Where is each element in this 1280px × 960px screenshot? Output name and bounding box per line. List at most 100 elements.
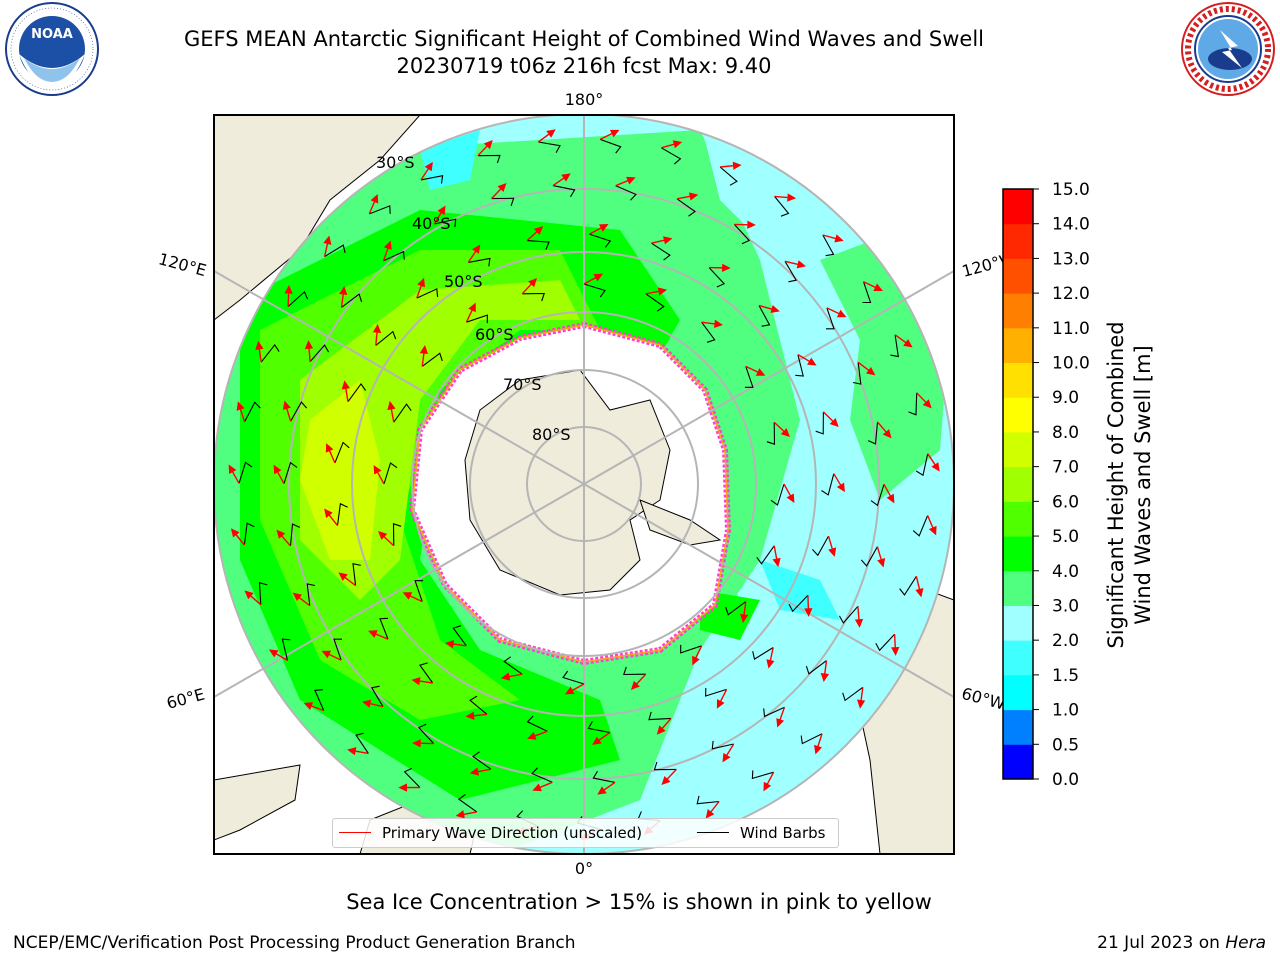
wind-barb [744, 366, 754, 388]
wind-barb [912, 515, 929, 537]
wave-direction-arrow [445, 639, 467, 649]
wave-direction-arrow [776, 706, 786, 728]
footer-credit: NCEP/EMC/Verification Post Processing Pr… [13, 933, 576, 953]
wind-barb [915, 453, 929, 477]
wind-barb [860, 546, 878, 567]
wave-direction-arrow [709, 263, 731, 273]
wind-barb [811, 535, 829, 557]
wind-barb [661, 147, 682, 165]
wave-direction-arrow [701, 319, 723, 329]
footer-date: 21 Jul 2023 on Hera [1097, 933, 1266, 953]
wave-direction-arrow [526, 226, 544, 242]
wind-barb [766, 422, 776, 445]
wave-direction-arrow [692, 645, 703, 666]
colorbar-tick-label: 5.0 [1052, 527, 1079, 547]
wave-direction-arrow [822, 234, 844, 243]
wave-direction-arrow [411, 676, 433, 686]
wind-barb [309, 344, 330, 363]
wind-barb [890, 334, 899, 358]
wind-barb [314, 689, 325, 711]
wind-barb [680, 644, 702, 654]
wave-direction-arrow [341, 380, 350, 402]
wind-barb [419, 662, 434, 684]
wave-direction-arrow [716, 689, 728, 709]
wave-direction-arrow [469, 767, 492, 776]
lat-label-70s: 70°S [503, 375, 542, 394]
wind-barb [243, 522, 255, 546]
wind-barb [355, 732, 369, 754]
colorbar-tick-label: 12.0 [1052, 284, 1090, 304]
wave-direction-arrow [876, 421, 892, 439]
wave-direction-arrow [465, 302, 476, 323]
wind-barb [784, 261, 798, 283]
wave-direction-arrow [416, 277, 426, 299]
colorbar-tick-label: 11.0 [1052, 319, 1090, 339]
legend-primary-wave: Primary Wave Direction (unscaled) [382, 824, 643, 842]
wave-direction-arrow [784, 260, 806, 269]
wind-barb [562, 670, 585, 685]
wave-direction-arrow [826, 307, 847, 318]
wave-direction-arrow [876, 546, 886, 568]
wave-direction-arrow [521, 278, 538, 295]
wave-direction-arrow [455, 810, 477, 819]
wind-barb [599, 138, 622, 154]
wave-direction-arrow [926, 515, 937, 536]
colorbar-segment [1003, 709, 1033, 745]
wind-barb [466, 314, 488, 324]
map-frame [213, 114, 955, 855]
wave-direction-arrow [420, 161, 433, 181]
wind-barb [756, 545, 775, 565]
wave-direction-arrow [583, 273, 604, 285]
colorbar-segment [1003, 293, 1033, 329]
wind-barb [379, 617, 389, 640]
wind-barb [696, 795, 720, 805]
wave-direction-arrow [927, 453, 940, 472]
wave-direction-arrow [758, 304, 780, 313]
map-legend: Primary Wave Direction (unscaled) Wind B… [332, 818, 839, 848]
colorbar-tick-label: 0.0 [1052, 770, 1079, 790]
colorbar-segment [1003, 640, 1033, 676]
colorbar-tick-label: 6.0 [1052, 492, 1079, 512]
colorbar-segment [1003, 431, 1033, 468]
wave-direction-arrow [324, 508, 339, 527]
wave-direction-arrow [373, 464, 385, 485]
wave-direction-arrow [739, 601, 749, 623]
wind-barb [821, 473, 835, 496]
wave-direction-arrow [236, 401, 246, 423]
wave-direction-arrow [402, 592, 423, 603]
wind-barb [701, 321, 716, 343]
wave-direction-arrow [763, 771, 775, 792]
wave-direction-arrow [268, 649, 288, 662]
wave-direction-arrow [599, 129, 620, 141]
wind-barb [260, 343, 280, 363]
wave-direction-arrow [734, 220, 756, 229]
wind-barb [414, 580, 424, 602]
wind-barbs-swatch [697, 832, 729, 833]
wind-barb [615, 185, 637, 201]
wave-direction-arrow [244, 590, 262, 606]
wave-direction-arrow [465, 711, 488, 720]
colorbar-segment [1003, 744, 1033, 780]
wave-direction-arrow [661, 140, 683, 149]
lat-label-40s: 40°S [412, 214, 451, 233]
wind-barb [477, 154, 501, 164]
lat-label-80s: 80°S [532, 425, 571, 444]
wave-direction-arrow [228, 464, 240, 484]
wave-direction-arrow [891, 634, 900, 656]
colorbar-segment [1003, 501, 1033, 537]
wind-barb [392, 523, 402, 546]
wind-barb [587, 721, 611, 734]
wave-direction-arrow [303, 702, 325, 712]
wind-barb [491, 197, 515, 207]
wave-direction-arrow [822, 411, 839, 428]
wind-barb [719, 166, 738, 186]
colorbar-segment [1003, 674, 1033, 711]
wind-barb [393, 403, 412, 423]
wind-barb [899, 576, 917, 596]
colorbar-label-line1: Significant Height of Combined [1104, 321, 1128, 648]
wind-barb [862, 281, 872, 304]
nws-logo [1181, 2, 1275, 96]
colorbar-tick-label: 1.0 [1052, 701, 1079, 721]
wave-direction-arrow [382, 240, 392, 262]
wind-barb [469, 695, 488, 715]
